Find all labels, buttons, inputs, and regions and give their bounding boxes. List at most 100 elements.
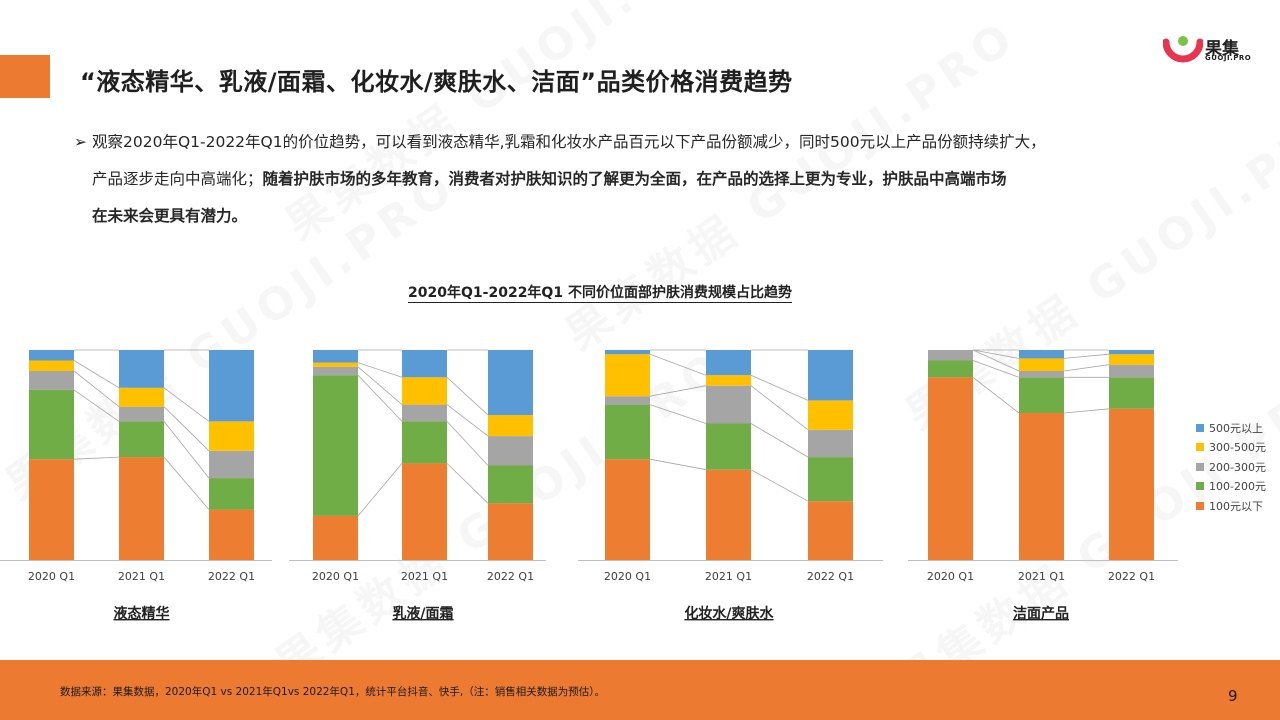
series-connector-line: [357, 463, 403, 517]
legend-item: 100-200元: [1196, 477, 1276, 497]
bullet-arrow-icon: ➢: [74, 133, 87, 151]
legend-item: 100元以下: [1196, 496, 1276, 516]
series-connector-line: [972, 349, 1020, 359]
series-connector-line: [73, 360, 120, 389]
bar-segment-4-3-3: [1109, 364, 1154, 378]
series-connector-line: [357, 374, 403, 422]
bar-segment-4-3-5: [1109, 350, 1154, 355]
bar-segment-2-3-1: [488, 503, 533, 560]
x-tick-label: 2021 Q1: [118, 570, 165, 583]
series-connector-line: [357, 366, 403, 405]
bar-segment-3-2-4: [706, 375, 751, 386]
series-connector-line: [649, 353, 707, 376]
group-label: 洁面产品: [1013, 605, 1069, 622]
bar-segment-3-3-4: [808, 400, 853, 430]
bar-segment-2-1-2: [313, 375, 358, 516]
bar-segment-4-2-4: [1019, 358, 1064, 371]
bar-segment-3-1-3: [605, 396, 650, 405]
bar-segment-1-2-3: [119, 406, 164, 422]
bar-segment-1-2-4: [119, 387, 164, 407]
bar-segment-3-1-5: [605, 350, 650, 355]
legend-label: 200-300元: [1209, 460, 1266, 474]
x-tick-label: 2020 Q1: [604, 570, 651, 583]
bar-segment-2-3-4: [488, 415, 533, 437]
legend-label: 100-200元: [1209, 480, 1266, 494]
legend-swatch: [1196, 443, 1204, 452]
series-connector-line: [649, 404, 707, 424]
series-connector-line: [1063, 353, 1110, 359]
bar-segment-2-2-2: [402, 421, 447, 464]
bar-segment-4-1-1: [928, 377, 973, 560]
chart-group-3: 2020 Q1 2021 Q1 2022 Q1 化妆水/爽肤水: [578, 349, 883, 622]
bar-segment-4-2-3: [1019, 371, 1064, 378]
legend-label: 300-500元: [1209, 441, 1266, 455]
series-connector-line: [73, 389, 120, 422]
bar-segment-1-1-1: [29, 459, 74, 560]
brand-logo-icon: [1163, 36, 1203, 63]
chart-title: 2020年Q1-2022年Q1 不同价位面部护肤消费规模占比趋势: [0, 282, 1200, 303]
series-connector-line: [446, 377, 489, 416]
chart-group-1: 2020 Q1 2021 Q1 2022 Q1 液态精华: [0, 349, 272, 622]
bar-segment-1-3-2: [209, 478, 254, 510]
bar-segment-2-3-2: [488, 465, 533, 504]
series-connector-line: [73, 456, 120, 460]
legend-swatch: [1196, 423, 1204, 432]
legend-swatch: [1196, 462, 1204, 471]
bar-segment-1-1-2: [29, 389, 74, 460]
bar-segment-1-1-3: [29, 371, 74, 390]
bar-segment-2-1-3: [313, 366, 358, 376]
bar-segment-3-2-1: [706, 469, 751, 560]
bar-segment-1-1-5: [29, 350, 74, 361]
page-number: 9: [1228, 687, 1238, 705]
x-tick-label: 2022 Q1: [487, 570, 534, 583]
group-label: 化妆水/爽肤水: [684, 605, 774, 622]
bar-segment-4-3-1: [1109, 408, 1154, 560]
bar-segment-3-3-5: [808, 350, 853, 401]
chart-title-text: 2020年Q1-2022年Q1 不同价位面部护肤消费规模占比趋势: [408, 285, 792, 303]
brand-subtitle: GUOJI.PRO: [1205, 54, 1252, 62]
bar-segment-2-3-3: [488, 436, 533, 466]
chart-group-2: 2020 Q1 2021 Q1 2022 Q1 乳液/面霜: [289, 349, 546, 622]
x-tick-label: 2022 Q1: [1108, 570, 1155, 583]
series-connector-line: [163, 387, 210, 422]
x-tick-label: 2020 Q1: [927, 570, 974, 583]
bar-segment-1-3-4: [209, 421, 254, 451]
footer-bar: 数据来源：果集数据，2020年Q1 vs 2021年Q1vs 2022年Q1，统…: [0, 660, 1280, 720]
bar-segment-2-1-5: [313, 350, 358, 363]
bar-segment-4-3-4: [1109, 354, 1154, 365]
legend-item: 300-500元: [1196, 438, 1276, 458]
series-connector-line: [750, 423, 809, 458]
page-title: “液态精华、乳液/面霜、化妆水/爽肤水、洁面”品类价格消费趋势: [80, 68, 793, 96]
legend-swatch: [1196, 482, 1204, 491]
bar-segment-4-2-2: [1019, 377, 1064, 413]
summary-text: ➢ 观察2020年Q1-2022年Q1的价位趋势，可以看到液态精华,乳霜和化妆水产…: [74, 124, 1234, 235]
series-connector-line: [1063, 408, 1110, 414]
title-accent-block: [0, 55, 50, 98]
bar-segment-2-2-1: [402, 463, 447, 560]
series-connector-line: [163, 421, 210, 479]
series-connector-line: [649, 458, 707, 471]
series-connector-line: [972, 349, 1020, 372]
chart-canvas: 2020 Q1 2021 Q1 2022 Q1 液态精华 2020 Q1 2021 Q1 2…: [0, 349, 1178, 622]
bar-segment-3-3-2: [808, 457, 853, 502]
bar-segment-3-1-4: [605, 354, 650, 397]
x-tick-label: 2022 Q1: [208, 570, 255, 583]
bar-segment-1-2-2: [119, 421, 164, 458]
chart-group-4: 2020 Q1 2021 Q1 2022 Q1 洁面产品: [908, 349, 1178, 622]
group-label: 液态精华: [114, 605, 170, 622]
bar-segment-1-3-1: [209, 509, 254, 560]
bar-segment-3-1-2: [605, 404, 650, 460]
x-tick-label: 2020 Q1: [312, 570, 359, 583]
series-connector-line: [750, 469, 809, 502]
legend-item: 500元以上: [1196, 418, 1276, 438]
legend-swatch: [1196, 501, 1204, 510]
series-connector-line: [163, 406, 210, 452]
data-source-note: 数据来源：果集数据，2020年Q1 vs 2021年Q1vs 2022年Q1，统…: [60, 686, 605, 698]
bar-segment-3-1-1: [605, 459, 650, 560]
x-tick-label: 2022 Q1: [807, 570, 854, 583]
bar-segment-1-3-5: [209, 350, 254, 422]
bar-segment-2-2-5: [402, 350, 447, 378]
series-connector-line: [446, 463, 489, 504]
bar-segment-4-2-5: [1019, 350, 1064, 359]
summary-line-3-bold: 在未来会更具有潜力。: [92, 207, 248, 225]
